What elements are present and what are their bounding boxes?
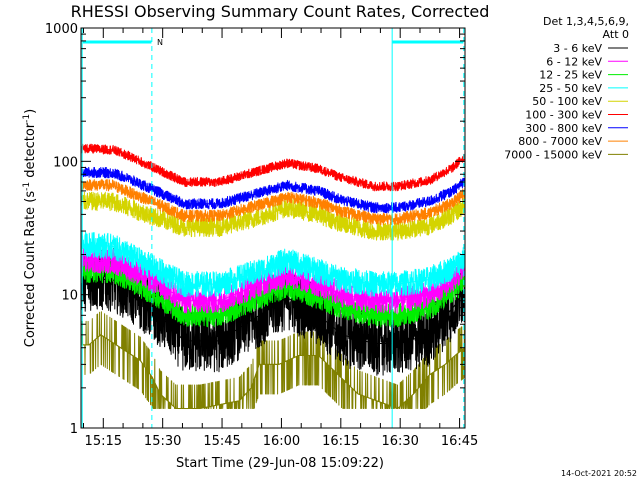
series-800-7000-kev: [80, 178, 466, 226]
series-7000-15000-kev: [80, 311, 466, 409]
legend-header-line-1: Det 1,3,4,5,6,9,: [543, 15, 629, 28]
legend-label-6-12-kev: 6 - 12 keV: [546, 55, 602, 68]
x-tick-label: 15:30: [144, 434, 181, 449]
x-tick-label: 15:45: [203, 434, 240, 449]
x-tick-label: 16:15: [322, 434, 359, 449]
legend-label-12-25-kev: 12 - 25 keV: [539, 69, 602, 82]
series-25-50-kev: [80, 230, 466, 298]
legend-label-7000-15000-kev: 7000 - 15000 keV: [504, 148, 602, 161]
x-tick-label: 15:15: [85, 434, 122, 449]
x-tick-label: 16:30: [381, 434, 418, 449]
chart-title: RHESSI Observing Summary Count Rates, Co…: [71, 2, 490, 21]
legend-label-3-6-kev: 3 - 6 keV: [553, 42, 602, 55]
y-tick-label: 100: [53, 155, 78, 170]
y-axis-label-sup2: -1: [22, 114, 32, 123]
y-axis-label-end: ): [23, 109, 38, 114]
y-tick-label: 1000: [45, 22, 78, 37]
legend-label-100-300-kev: 100 - 300 keV: [525, 109, 602, 122]
flag-label-n: N: [157, 38, 163, 47]
flag-layer: N: [81, 28, 465, 428]
series-layer: [80, 143, 466, 410]
series-100-300-kev: [80, 143, 466, 192]
x-tick-label: 16:45: [441, 434, 478, 449]
footer-timestamp: 14-Oct-2021 20:52: [561, 469, 637, 478]
y-tick-label: 10: [61, 289, 78, 304]
y-axis-label: Corrected Count Rate (s-1 detector-1): [22, 109, 38, 347]
x-axis-label: Start Time (29-Jun-08 15:09:22): [176, 456, 384, 471]
plot-frame: [80, 27, 466, 429]
x-tick-label: 16:00: [263, 434, 300, 449]
series-50-100-kev: [80, 191, 466, 241]
legend-label-25-50-kev: 25 - 50 keV: [539, 82, 602, 95]
legend-header-line-2: Att 0: [603, 28, 629, 41]
series-300-800-kev: [80, 166, 466, 214]
legend-label-300-800-kev: 300 - 800 keV: [525, 122, 602, 135]
y-axis-label-mid: detector: [23, 122, 38, 182]
series-6-12-kev: [80, 247, 466, 314]
y-axis-label-sup1: -1: [22, 182, 32, 191]
legend-label-50-100-kev: 50 - 100 keV: [532, 95, 602, 108]
legend-label-800-7000-kev: 800 - 7000 keV: [518, 135, 602, 148]
axis-layer: 15:15 15:30 15:45 16:00 16:15 16:30 16:45 1 10 10…: [45, 22, 478, 449]
y-tick-label: 1: [70, 422, 78, 437]
y-axis-label-main: Corrected Count Rate (s: [23, 191, 38, 348]
